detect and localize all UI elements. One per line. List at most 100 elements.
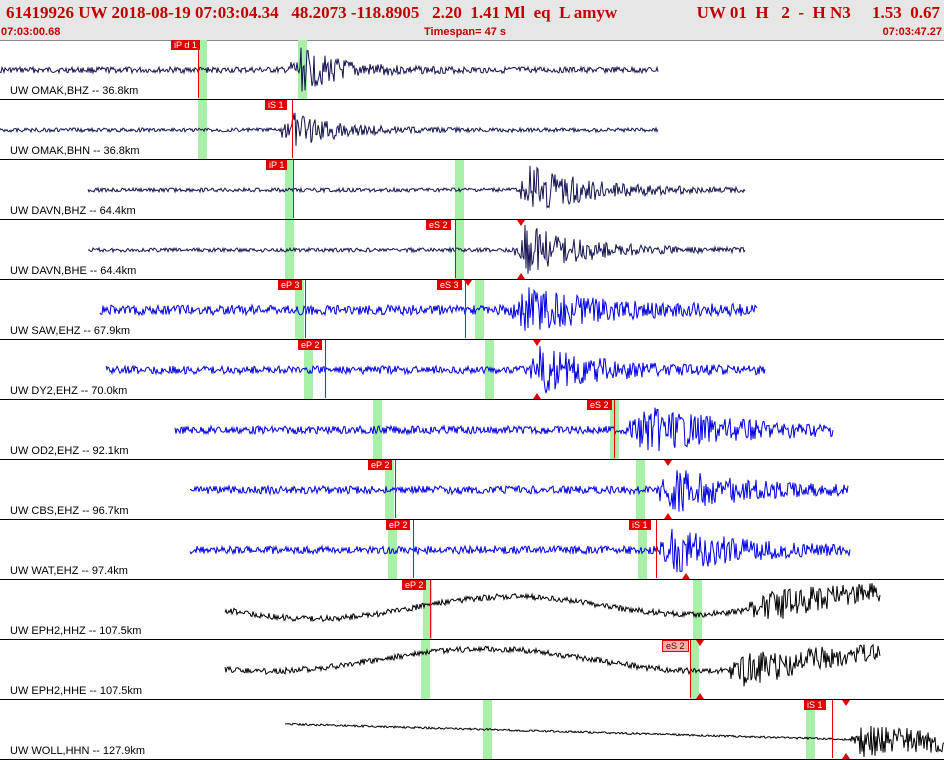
channel-info: UW 01 H 2 - H N3 1.53 0.67: [696, 3, 940, 22]
pick-line[interactable]: [413, 520, 414, 578]
waveform-path: [174, 407, 834, 452]
trace-panel[interactable]: iP d 1 UW OMAK,BHZ -- 36.8km: [0, 40, 944, 100]
trace-panel[interactable]: iS 1 UW OMAK,BHN -- 36.8km: [0, 100, 944, 160]
start-time: 07:03:00.68: [1, 26, 61, 38]
pick-line[interactable]: [325, 340, 326, 398]
pick-flag[interactable]: eS 3: [437, 280, 462, 290]
amplitude-max-marker-icon: [533, 340, 541, 346]
phase-window-marker: [385, 460, 394, 519]
pick-flag[interactable]: eS 2: [587, 400, 612, 410]
trace-label: UW EPH2,HHE -- 107.5km: [10, 685, 143, 697]
waveform: [284, 722, 944, 758]
pick-flag[interactable]: eP 2: [402, 580, 427, 590]
trace-panel[interactable]: eS 2 UW OD2,EHZ -- 92.1km: [0, 400, 944, 460]
trace-panel[interactable]: eP 2 UW CBS,EHZ -- 96.7km: [0, 460, 944, 520]
trace-panel[interactable]: eS 2 UW EPH2,HHE -- 107.5km: [0, 640, 944, 700]
amplitude-min-marker-icon: [842, 753, 850, 759]
waveform: [0, 47, 659, 92]
amplitude-max-marker-icon: [842, 700, 850, 706]
amplitude-min-marker-icon: [517, 273, 525, 279]
trace-label: UW OMAK,BHN -- 36.8km: [10, 145, 140, 157]
pick-flag[interactable]: eP 2: [298, 340, 323, 350]
trace-label: UW DY2,EHZ -- 70.0km: [10, 385, 128, 397]
waveform-path: [99, 287, 758, 331]
pick-flag[interactable]: eP 2: [386, 520, 411, 530]
pick-line[interactable]: [293, 160, 294, 218]
timespan: Timespan= 47 s: [424, 26, 507, 38]
seismogram-traces[interactable]: iP d 1 UW OMAK,BHZ -- 36.8km iS 1 UW OMAK,B…: [0, 40, 944, 760]
phase-window-marker: [690, 640, 699, 699]
waveform: [105, 346, 766, 394]
pick-line[interactable]: [455, 220, 456, 278]
pick-line[interactable]: [614, 400, 615, 458]
waveform-path: [0, 112, 659, 146]
waveform: [174, 407, 834, 452]
event-header: 61419926 UW 2018-08-19 07:03:04.34 48.20…: [0, 0, 944, 41]
pick-flag[interactable]: iS 1: [629, 520, 651, 530]
amplitude-max-marker-icon: [464, 280, 472, 286]
trace-label: UW WOLL,HHN -- 127.9km: [10, 745, 146, 757]
trace-panel[interactable]: iP 1 UW DAVN,BHZ -- 64.4km: [0, 160, 944, 220]
pick-flag[interactable]: eP 2: [368, 460, 393, 470]
phase-window-marker: [304, 340, 313, 399]
phase-window-marker: [693, 580, 702, 639]
pick-line[interactable]: [305, 280, 306, 338]
pick-flag[interactable]: eS 2: [662, 640, 689, 652]
phase-window-marker: [806, 700, 815, 759]
waveform-path: [105, 346, 766, 394]
pick-line[interactable]: [832, 700, 833, 758]
trace-panel[interactable]: eP 2 UW EPH2,HHZ -- 107.5km: [0, 580, 944, 640]
pick-line[interactable]: [198, 40, 199, 98]
trace-panel[interactable]: eP 2 iS 1 UW WAT,EHZ -- 97.4km: [0, 520, 944, 580]
pick-line[interactable]: [690, 640, 691, 698]
pick-line[interactable]: [430, 580, 431, 638]
pick-flag[interactable]: iS 1: [804, 700, 826, 710]
waveform-path: [224, 583, 881, 623]
phase-window-marker: [285, 160, 294, 219]
pick-flag[interactable]: iP 1: [266, 160, 288, 170]
waveform-path: [224, 643, 881, 687]
amplitude-min-marker-icon: [533, 393, 541, 399]
waveform: [87, 224, 746, 274]
trace-panel[interactable]: eP 2 UW DY2,EHZ -- 70.0km: [0, 340, 944, 400]
amplitude-max-marker-icon: [664, 460, 672, 466]
amplitude-min-marker-icon: [664, 513, 672, 519]
pick-flag[interactable]: eP 3: [278, 280, 303, 290]
amplitude-max-marker-icon: [696, 640, 704, 646]
waveform: [224, 643, 881, 687]
waveform: [99, 287, 758, 331]
waveform-path: [189, 528, 851, 573]
pick-flag[interactable]: eS 2: [426, 220, 451, 230]
waveform-path: [190, 470, 849, 512]
phase-window-marker: [423, 580, 432, 639]
trace-panel[interactable]: eS 2 UW DAVN,BHE -- 64.4km: [0, 220, 944, 280]
trace-panel[interactable]: iS 1 UW WOLL,HHN -- 127.9km: [0, 700, 944, 760]
end-time: 07:03:47.27: [882, 26, 942, 38]
waveform-path: [87, 224, 746, 274]
pick-line[interactable]: [395, 460, 396, 518]
trace-panel[interactable]: eP 3 eS 3 UW SAW,EHZ -- 67.9km: [0, 280, 944, 340]
waveform: [87, 165, 746, 209]
pick-line[interactable]: [465, 280, 466, 338]
pick-line[interactable]: [292, 100, 293, 158]
event-summary: 61419926 UW 2018-08-19 07:03:04.34 48.20…: [6, 3, 618, 22]
trace-label: UW DAVN,BHZ -- 64.4km: [10, 205, 136, 217]
pick-flag[interactable]: iS 1: [265, 100, 287, 110]
phase-window-marker: [638, 520, 647, 579]
pick-line[interactable]: [656, 520, 657, 578]
trace-label: UW OD2,EHZ -- 92.1km: [10, 445, 129, 457]
amplitude-min-marker-icon: [696, 693, 704, 699]
waveform-path: [87, 165, 746, 209]
amplitude-min-marker-icon: [682, 573, 690, 579]
waveform: [189, 528, 851, 573]
waveform-path: [0, 47, 659, 92]
trace-label: UW DAVN,BHE -- 64.4km: [10, 265, 137, 277]
trace-label: UW OMAK,BHZ -- 36.8km: [10, 85, 139, 97]
waveform: [0, 112, 659, 146]
pick-flag[interactable]: iP d 1: [171, 40, 200, 50]
waveform: [190, 470, 849, 512]
phase-window-marker: [421, 640, 430, 699]
trace-label: UW CBS,EHZ -- 96.7km: [10, 505, 129, 517]
waveform-path: [284, 722, 944, 758]
trace-label: UW EPH2,HHZ -- 107.5km: [10, 625, 142, 637]
